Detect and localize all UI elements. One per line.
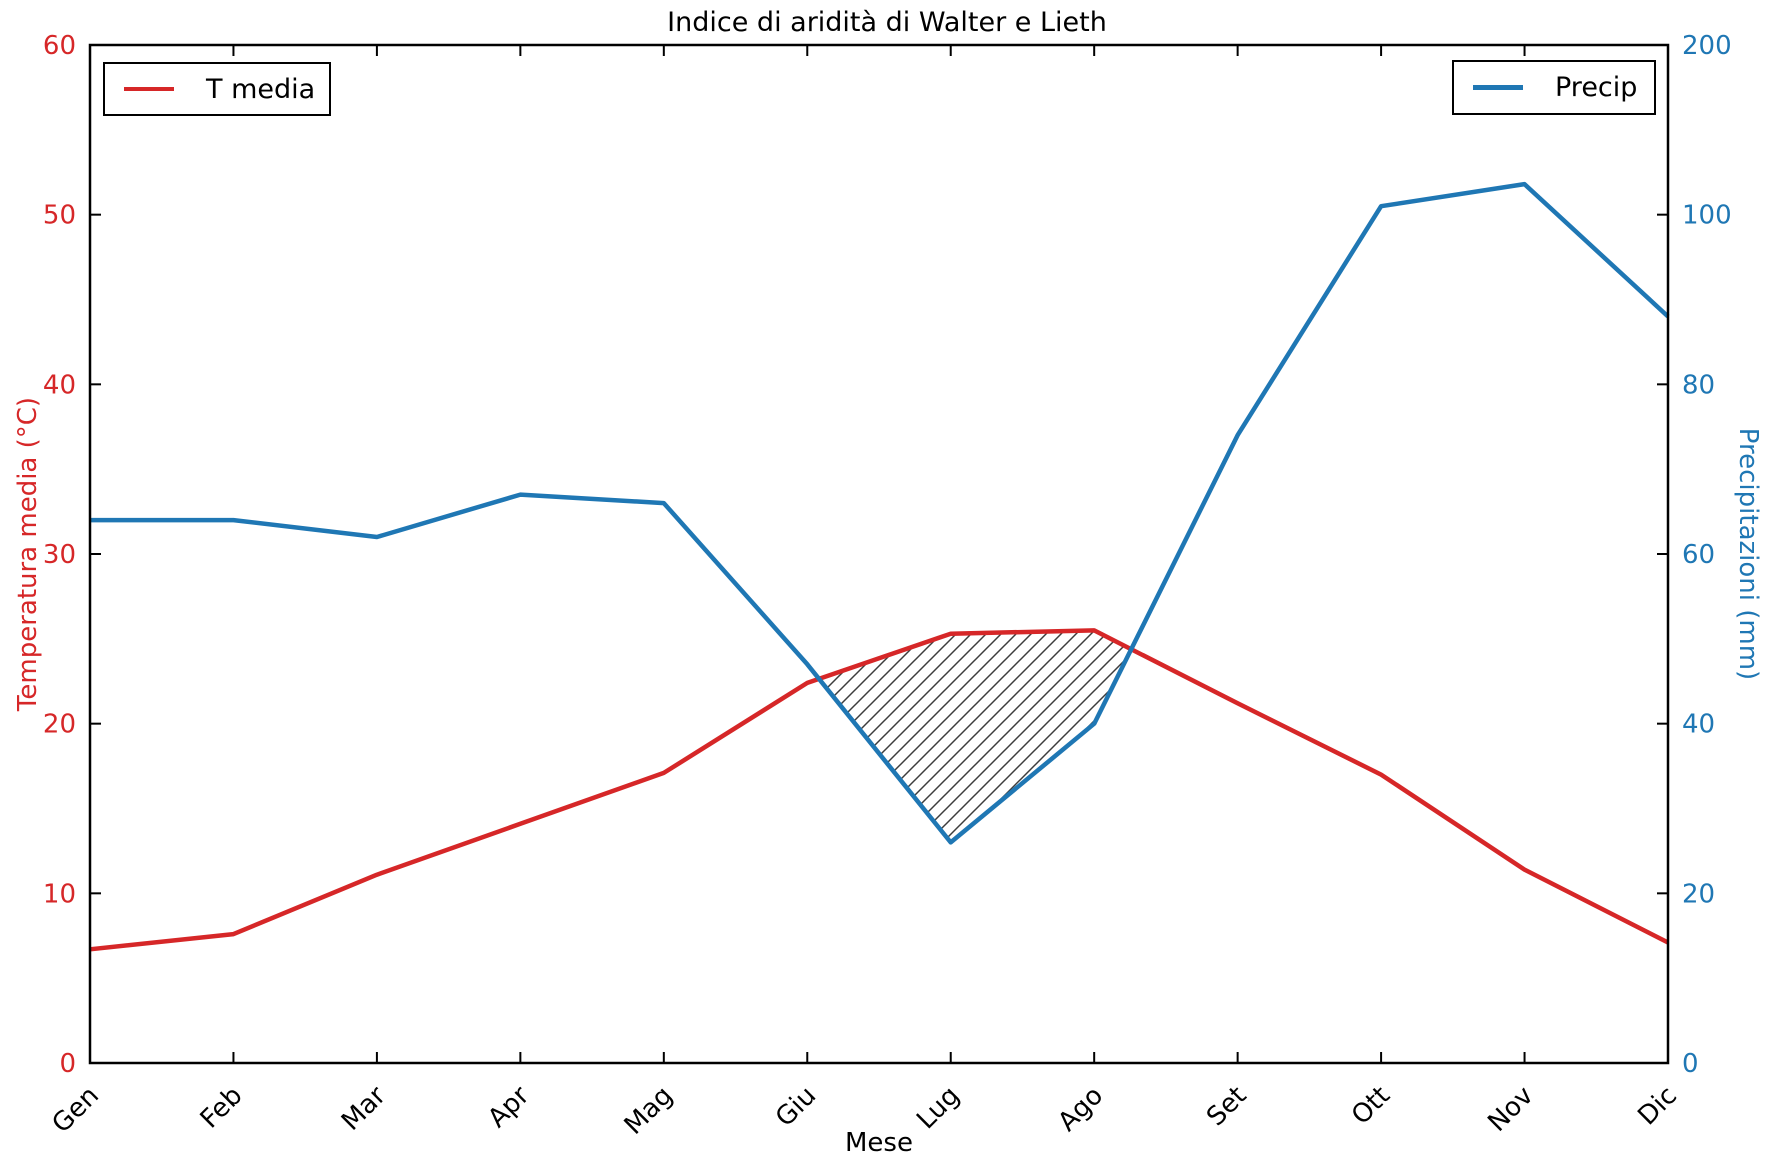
x-tick-label: Set	[1201, 1081, 1252, 1132]
legend-precipitation-label: Precip	[1555, 72, 1638, 103]
left-axis-label: Temperatura media (°C)	[13, 396, 43, 712]
temperature-line-swatch	[124, 86, 174, 92]
chart-title: Indice di aridità di Walter e Lieth	[667, 7, 1107, 38]
left-tick-label: 20	[43, 710, 76, 740]
right-tick-label: 40	[1682, 710, 1715, 740]
legend-precipitation: Precip	[1452, 60, 1656, 115]
temperature-line	[89, 628, 1670, 952]
left-tick-label: 30	[43, 540, 76, 570]
left-tick-label: 10	[43, 879, 76, 909]
left-tick-label: 60	[43, 31, 76, 61]
precipitation-line-swatch	[1473, 85, 1523, 90]
x-tick-label: Dic	[1632, 1081, 1683, 1132]
right-tick-label: 200	[1682, 31, 1732, 61]
x-tick-label: Apr	[482, 1081, 535, 1134]
precipitation-line	[90, 181, 1670, 845]
right-tick-label: 0	[1682, 1049, 1699, 1079]
x-tick-label: Ott	[1346, 1081, 1396, 1131]
left-tick-label: 50	[43, 201, 76, 231]
aridity-hatch-area	[819, 630, 1132, 843]
legend-temperature: T media	[103, 62, 331, 116]
right-tick-label: 80	[1682, 370, 1715, 400]
right-axis-label: Precipitazioni (mm)	[1733, 427, 1763, 681]
left-tick-label: 0	[59, 1049, 76, 1079]
x-tick-label: Feb	[195, 1081, 249, 1135]
right-tick-label: 100	[1682, 201, 1732, 231]
legend-temperature-label: T media	[206, 73, 316, 105]
left-tick-label: 40	[43, 370, 76, 400]
right-tick-label: 20	[1682, 879, 1715, 909]
x-tick-label: Giu	[770, 1081, 822, 1133]
x-axis-label: Mese	[845, 1128, 913, 1158]
right-tick-label: 60	[1682, 540, 1715, 570]
